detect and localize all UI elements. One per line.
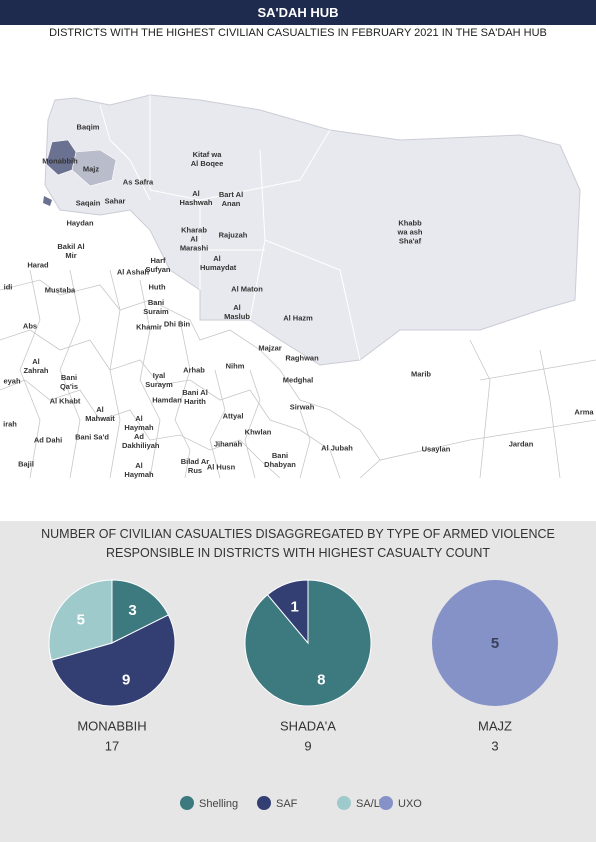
pie-slice [432,580,558,706]
district-label: Majzar [258,343,282,353]
legend-swatch [379,796,393,810]
district-label: Haydan [66,218,94,228]
district-label: Al Jubah [321,443,353,453]
district-label: Huth [148,282,166,292]
district-label: Sahar [104,196,126,206]
district-borders [0,269,596,478]
district-label: Khamir [136,322,162,332]
district-label: Dhi Bin [163,319,191,329]
district-label: Mustaba [44,285,76,295]
district-label: Bani Sa'd [75,432,109,442]
pie-charts: 3 9 5 MONABBIH 17 8 1 SHADA'A 9 5 MAJZ 3 Shelling SAF… [48,579,558,810]
pie-title: SHADA'A [280,718,336,733]
district-label: Bajil [18,459,34,469]
legend-label: SAF [276,798,298,810]
district-label: Iyal Suraym [145,371,173,389]
district-label: Medghal [282,375,314,385]
district-label: Khabb wa ash Sha'af [397,218,423,246]
district-label: idi [3,282,13,292]
district-label: Harf Sufyan [145,256,171,274]
pie-total: 17 [105,738,119,753]
district-label: Bart Al Anan [218,190,244,208]
pie-title: MAJZ [478,718,512,733]
district-label: Bani Dhabyan [264,451,296,469]
district-label: Bani Suraim [143,298,169,316]
pie-total: 9 [304,738,311,753]
district-label: Al Mahwait [85,405,115,423]
pie-slice [266,579,309,645]
majz-area [71,149,117,187]
legend-label: Shelling [199,798,238,810]
legend-label: UXO [398,798,422,810]
district-label: Kharab Al Marashi [179,225,209,253]
district-label: Al Husn [206,462,236,472]
district-label: Al Hazm [283,313,313,323]
map-title: DISTRICTS WITH THE HIGHEST CIVILIAN CASU… [49,27,547,39]
value-label: 9 [122,671,130,688]
pie-total: 3 [491,738,498,753]
district-label: Baqim [76,122,100,132]
district-label: Kitaf wa Al Boqee [190,150,224,168]
district-label: Harad [27,260,49,270]
district-label: Jihanah [213,439,243,449]
value-label: 1 [290,598,298,615]
pie-title: MONABBIH [77,718,146,733]
hub-district-borders [99,95,361,361]
district-label: Bilad Ar Rus [180,457,210,475]
district-label: Al Hashwah [179,189,213,207]
pie-slice [111,579,170,644]
district-label: Al Haymah Ad Dakhiliyah [122,414,160,450]
district-label: Al Maslub [224,303,250,321]
pie-slice [48,579,113,661]
district-label: Jardan [508,439,534,449]
district-label: Khwlan [244,427,272,437]
district-label: Hamdan [152,395,182,405]
legend-swatch [337,796,351,810]
district-label: Usaylan [421,444,451,454]
district-label: Arhab [183,365,205,375]
district-label: eyah [3,376,21,386]
district-label: Ad Dahi [33,435,63,445]
district-label: Marib [410,369,432,379]
district-label: Al Haymah [124,461,154,479]
district-label: Monabbih [42,156,78,166]
district-label: Bani Qa'is [59,373,79,391]
district-label: Al Zahrah [23,357,49,375]
value-label: 8 [317,672,325,689]
district-label: Abs [22,321,38,331]
district-label: Al Ashah [116,267,150,277]
district-label: Rajuzah [218,230,248,240]
hub-region [44,94,581,366]
district-label: Al Humaydat [200,254,237,272]
section-title: NUMBER OF CIVILIAN CASUALTIES DISAGGREGA… [41,527,555,560]
value-label: 3 [128,602,136,619]
legend-swatch [257,796,271,810]
district-label: Raghwan [285,353,319,363]
district-label: Bakil Al Mir [57,242,85,260]
district-label: Al Khabt [49,396,81,406]
district-label: irah [3,419,17,429]
district-label: Sirwah [289,402,315,412]
value-label: 5 [77,611,85,628]
monabbih-area [43,196,52,206]
district-label: Majz [82,164,100,174]
district-label: Bani Al Harith [182,388,208,406]
legend-swatch [180,796,194,810]
pie-slice [50,614,176,707]
district-label: Attyal [222,411,244,421]
map [0,94,596,478]
district-label: Nihm [225,361,245,371]
district-label: Al Maton [231,284,263,294]
district-label: Saqain [75,198,101,208]
district-label: Arma [574,407,594,417]
value-label: 5 [491,635,499,652]
header: SA'DAH HUB [0,0,596,25]
district-label: As Safra [122,177,154,187]
